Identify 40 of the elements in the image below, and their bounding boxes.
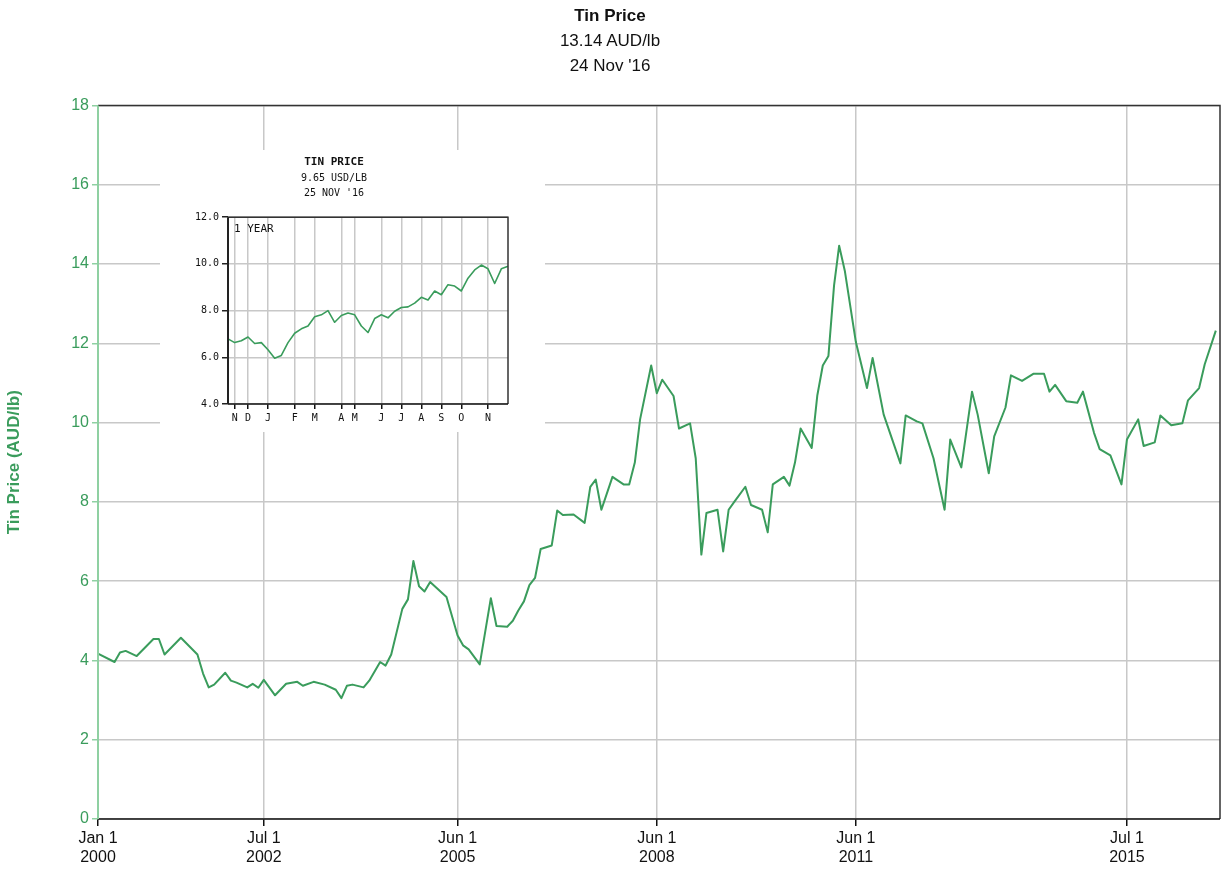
x-tick-label: Jun 1 2008 [637,829,677,866]
y-tick-label: 12.0 [194,210,219,222]
chart-title: TIN PRICE [304,155,364,169]
y-tick-label: 14 [71,254,90,272]
y-tick-label: 6 [80,571,90,589]
x-tick-label: J [378,411,385,423]
x-tick-label: Jan 1 2000 [78,829,118,866]
chart-title: Tin Price [574,5,646,25]
y-tick-label: 6.0 [200,350,219,362]
x-tick-label: F [291,411,298,423]
x-tick-label: N [231,411,238,423]
y-tick-label: 0 [80,809,90,827]
x-tick-label: Jun 1 2005 [438,829,478,866]
x-tick-label: M [351,411,358,423]
y-tick-label: 18 [71,95,90,113]
y-tick-label: 8 [80,492,90,510]
x-tick-label: D [244,411,252,423]
y-tick-label: 16 [71,175,90,193]
y-tick-label: 2 [80,730,90,748]
y-tick-label: 12 [71,333,90,351]
y-tick-label: 8.0 [200,304,219,316]
x-tick-label: A [418,411,425,423]
x-tick-label: S [438,411,445,423]
x-tick-label: M [311,411,318,423]
x-tick-label: N [484,411,492,423]
x-tick-label: Jul 1 2002 [245,829,282,866]
y-tick-label: 10 [71,412,90,430]
x-tick-label: J [264,411,272,423]
x-tick-label: Jul 1 2015 [1109,829,1145,866]
x-tick-label: O [458,411,465,423]
x-tick-label: Jun 1 2011 [836,829,876,866]
chart-subtitle: 13.14 AUD/lb 24 Nov '16 [559,30,661,76]
x-tick-label: J [398,411,405,423]
y-tick-label: 4 [80,650,90,668]
chart-subtitle: 9.65 USD/LB 25 NOV '16 [300,172,368,199]
y-tick-label: 10.0 [194,257,219,269]
y-axis-title: Tin Price (AUD/lb) [3,390,23,535]
y-tick-label: 4.0 [200,397,219,409]
x-tick-label: A [338,411,345,423]
annotation: 1 YEAR [234,221,275,235]
